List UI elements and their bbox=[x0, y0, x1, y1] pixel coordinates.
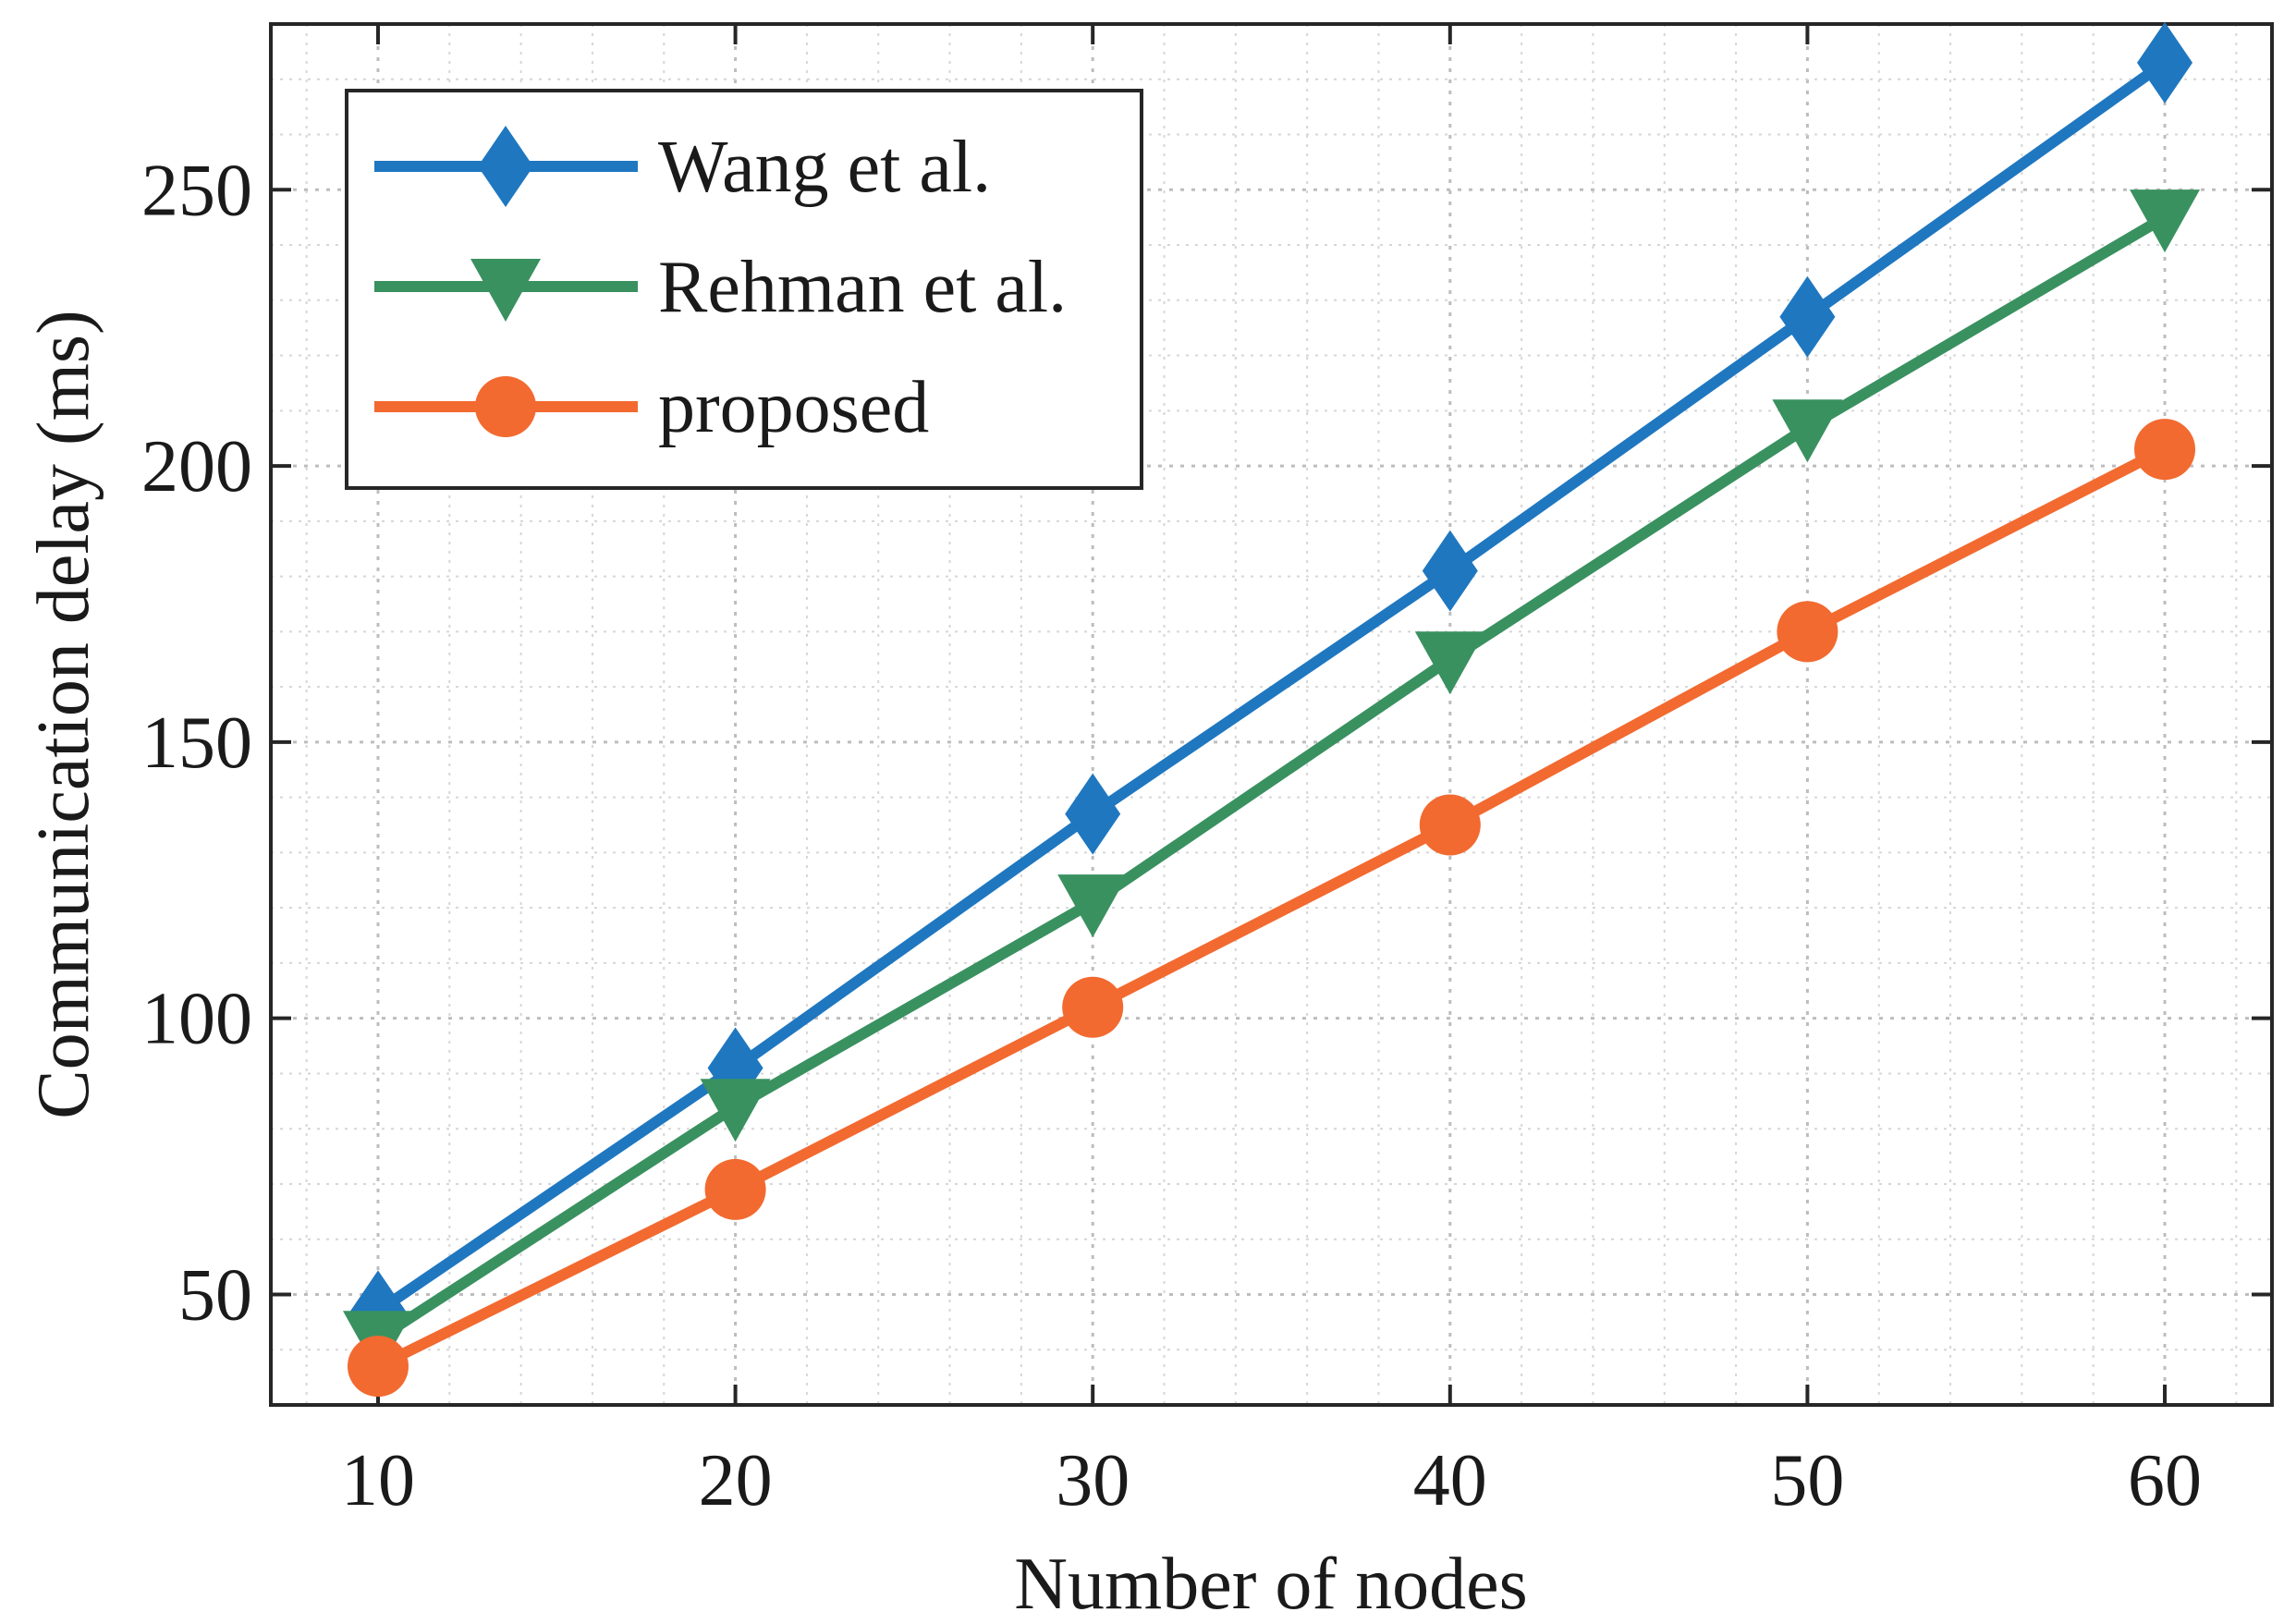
y-tick-label: 50 bbox=[178, 1254, 252, 1336]
y-tick-label: 250 bbox=[141, 150, 252, 231]
legend-marker bbox=[475, 376, 536, 437]
data-point-wang-et-al bbox=[2137, 21, 2193, 104]
plot-frame bbox=[269, 22, 2274, 1407]
series-rehman-et-al bbox=[342, 189, 2201, 1374]
data-point-rehman-et-al bbox=[1414, 631, 1485, 695]
data-point-rehman-et-al bbox=[700, 1079, 771, 1142]
data-point-rehman-et-al bbox=[1057, 874, 1129, 938]
x-tick-label: 50 bbox=[1770, 1440, 1844, 1521]
y-tick-label: 200 bbox=[141, 426, 252, 507]
axis-ticks bbox=[271, 24, 2272, 1405]
series-proposed bbox=[347, 419, 2196, 1398]
y-axis-title: Communication delay (ms) bbox=[23, 310, 104, 1118]
y-tick-label: 100 bbox=[141, 979, 252, 1060]
legend-item-proposed: proposed bbox=[374, 367, 929, 448]
legend-marker bbox=[470, 259, 541, 322]
legend-label: Wang et al. bbox=[658, 127, 991, 208]
legend: Wang et al. Rehman et al. proposed bbox=[345, 89, 1143, 490]
series-line-rehman-et-al bbox=[374, 212, 2168, 1344]
series bbox=[342, 21, 2201, 1398]
data-point-wang-et-al bbox=[1779, 275, 1836, 358]
data-point-proposed bbox=[704, 1158, 766, 1220]
legend-item-wang-et-al: Wang et al. bbox=[374, 126, 991, 208]
data-point-wang-et-al bbox=[1065, 773, 1121, 855]
data-point-proposed bbox=[1419, 794, 1481, 856]
data-point-proposed bbox=[2134, 419, 2196, 481]
data-point-rehman-et-al bbox=[1772, 399, 1843, 463]
data-point-proposed bbox=[347, 1336, 409, 1398]
data-point-rehman-et-al bbox=[2130, 189, 2201, 253]
data-point-proposed bbox=[1062, 976, 1124, 1038]
series-line-wang-et-al bbox=[374, 57, 2168, 1316]
x-tick-labels: 10 20 30 40 50 60 bbox=[341, 1440, 2202, 1521]
data-point-wang-et-al bbox=[1422, 530, 1478, 612]
y-tick-label: 150 bbox=[141, 702, 252, 784]
x-tick-label: 60 bbox=[2128, 1440, 2202, 1521]
series-line-proposed bbox=[375, 444, 2168, 1372]
legend-item-rehman-et-al: Rehman et al. bbox=[374, 247, 1067, 328]
legend-label: Rehman et al. bbox=[658, 247, 1067, 328]
y-tick-labels: 50 100 150 200 250 bbox=[141, 150, 252, 1336]
legend-label: proposed bbox=[658, 367, 929, 448]
x-axis-title: Number of nodes bbox=[1014, 1544, 1527, 1624]
x-tick-label: 10 bbox=[341, 1440, 415, 1521]
data-point-proposed bbox=[1777, 601, 1838, 663]
legend-marker bbox=[478, 126, 533, 207]
x-tick-label: 40 bbox=[1413, 1440, 1487, 1521]
x-tick-label: 30 bbox=[1056, 1440, 1130, 1521]
x-tick-label: 20 bbox=[699, 1440, 773, 1521]
